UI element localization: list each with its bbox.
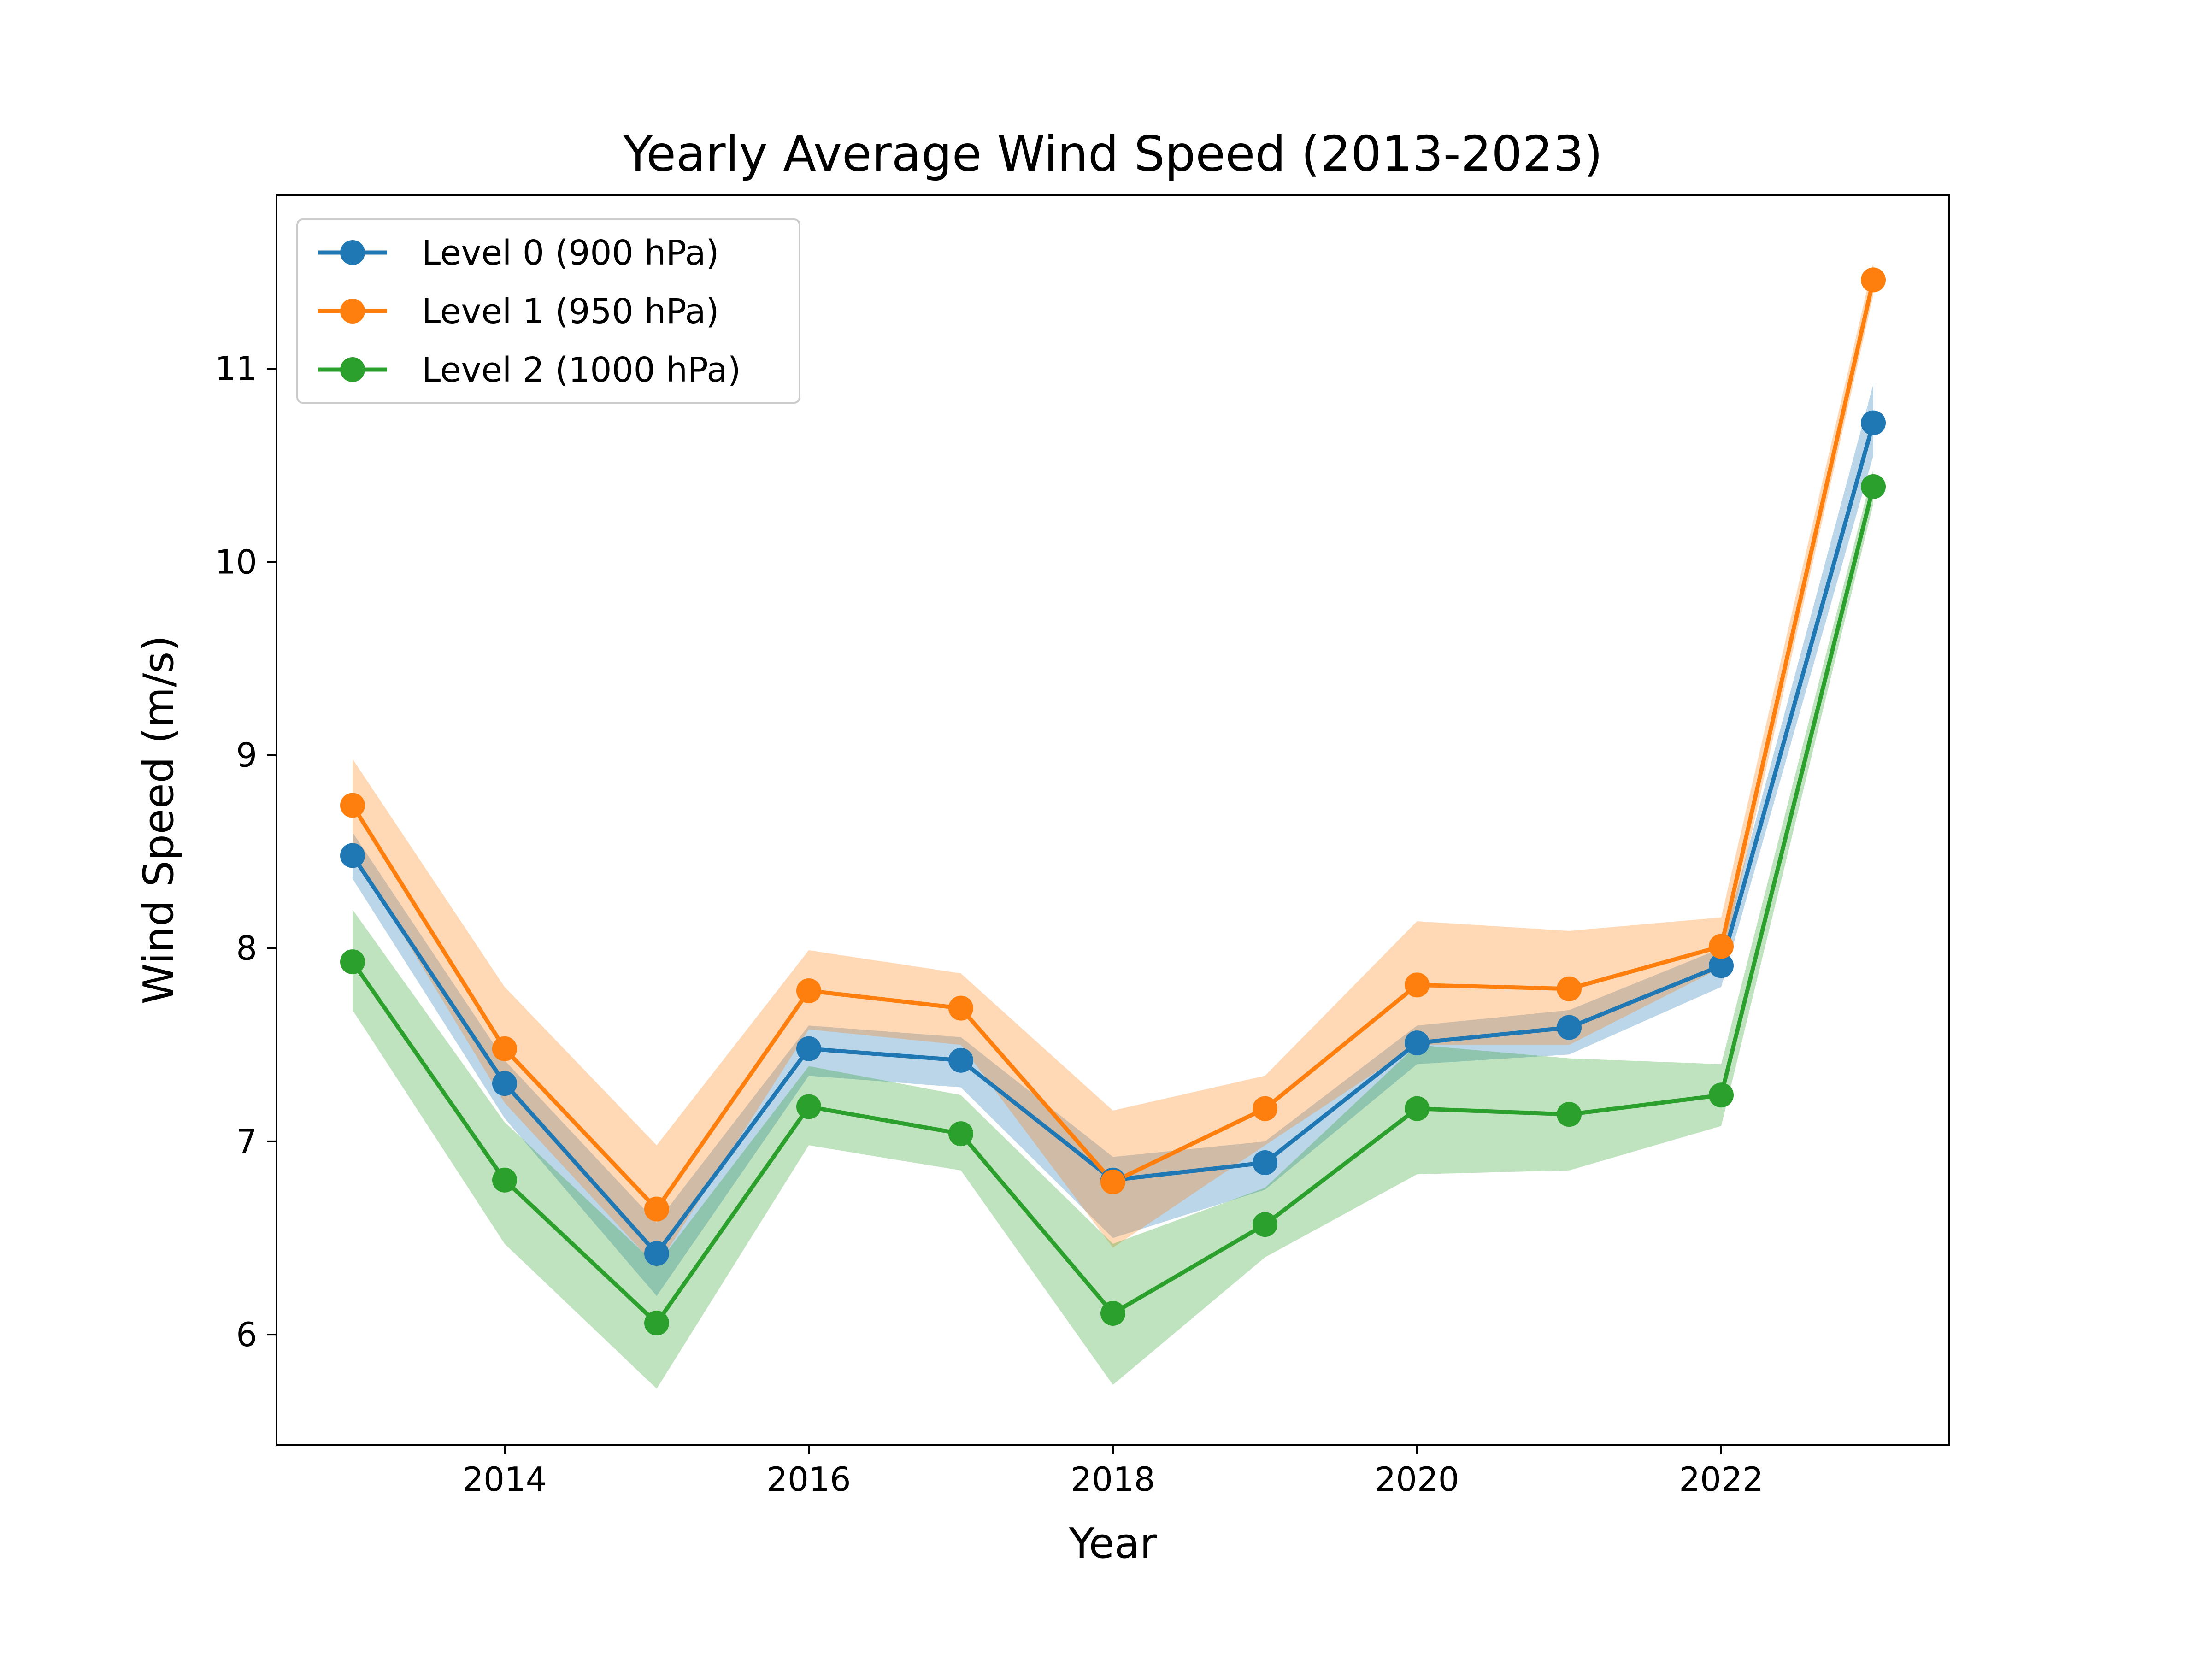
legend-marker-1 — [340, 299, 365, 324]
x-tick-label: 2020 — [1375, 1460, 1459, 1499]
point-series-0-2021 — [1557, 1015, 1582, 1040]
x-tick-label: 2016 — [766, 1460, 851, 1499]
point-series-1-2023 — [1861, 267, 1886, 293]
point-series-2-2020 — [1405, 1096, 1430, 1121]
point-series-1-2022 — [1709, 934, 1734, 959]
point-series-0-2014 — [492, 1071, 517, 1096]
y-tick-label: 7 — [236, 1122, 257, 1161]
point-series-0-2013 — [340, 843, 365, 868]
y-tick-label: 6 — [236, 1315, 257, 1354]
legend-label-2: Level 2 (1000 hPa) — [422, 350, 741, 390]
point-series-1-2016 — [796, 978, 821, 1003]
legend-marker-2 — [340, 357, 365, 382]
point-series-0-2016 — [796, 1036, 821, 1061]
y-tick-label: 8 — [236, 929, 257, 968]
band-series-1 — [353, 262, 1873, 1267]
chart-title: Yearly Average Wind Speed (2013-2023) — [623, 126, 1603, 182]
legend-marker-0 — [340, 240, 365, 265]
y-axis-label: Wind Speed (m/s) — [135, 635, 183, 1005]
point-series-2-2022 — [1709, 1082, 1734, 1108]
point-series-1-2020 — [1405, 972, 1430, 998]
point-series-1-2015 — [644, 1196, 669, 1222]
point-series-2-2015 — [644, 1310, 669, 1335]
point-series-0-2017 — [948, 1047, 973, 1073]
point-series-2-2019 — [1253, 1212, 1277, 1237]
point-series-0-2023 — [1861, 410, 1886, 435]
point-series-0-2022 — [1709, 953, 1734, 978]
point-series-2-2016 — [796, 1094, 821, 1119]
point-series-0-2019 — [1253, 1150, 1277, 1176]
point-series-1-2014 — [492, 1036, 517, 1061]
point-series-2-2021 — [1557, 1102, 1582, 1127]
y-tick-label: 11 — [215, 349, 257, 388]
point-series-1-2021 — [1557, 976, 1582, 1001]
point-series-1-2019 — [1253, 1096, 1277, 1121]
x-axis-label: Year — [1069, 1519, 1157, 1568]
point-series-1-2013 — [340, 793, 365, 818]
x-tick-label: 2022 — [1679, 1460, 1763, 1499]
x-axis-ticks: 2014 2016 2018 2020 2022 — [462, 1445, 1764, 1499]
x-tick-label: 2018 — [1071, 1460, 1155, 1499]
y-axis-ticks: 6 7 8 9 10 11 — [215, 349, 276, 1354]
y-tick-label: 10 — [215, 542, 257, 581]
point-series-2-2014 — [492, 1167, 517, 1193]
point-series-0-2015 — [644, 1241, 669, 1266]
point-series-2-2018 — [1100, 1300, 1125, 1326]
legend-label-1: Level 1 (950 hPa) — [422, 292, 719, 331]
x-tick-label: 2014 — [462, 1460, 547, 1499]
y-tick-label: 9 — [236, 736, 257, 775]
point-series-2-2017 — [948, 1121, 973, 1147]
legend: Level 0 (900 hPa) Level 1 (950 hPa) Level … — [296, 218, 800, 404]
legend-box — [296, 218, 800, 404]
confidence-bands — [353, 262, 1873, 1389]
legend-label-0: Level 0 (900 hPa) — [422, 233, 719, 273]
point-series-2-2013 — [340, 949, 365, 975]
point-series-0-2020 — [1405, 1030, 1430, 1056]
band-series-2 — [353, 469, 1873, 1389]
point-series-2-2023 — [1861, 474, 1886, 499]
series-markers — [340, 267, 1886, 1335]
point-series-1-2017 — [948, 995, 973, 1021]
point-series-1-2018 — [1100, 1169, 1125, 1194]
